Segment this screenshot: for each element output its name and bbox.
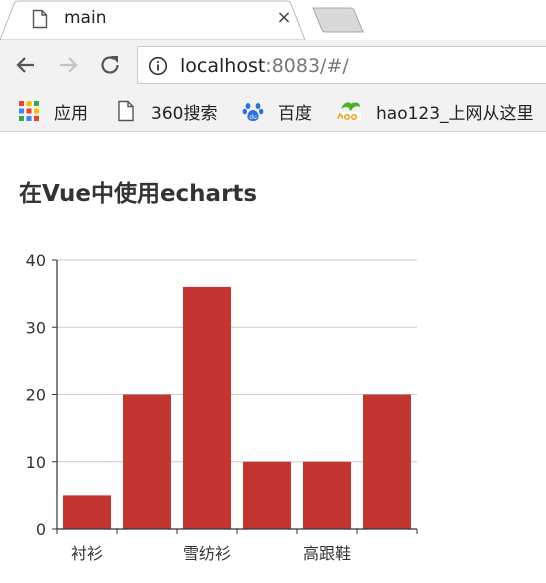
page-icon — [32, 9, 48, 29]
apps-grid-icon — [19, 101, 39, 121]
bookmark-label: 360搜索 — [151, 103, 218, 124]
bookmark-360-search[interactable]: 360搜索 — [115, 90, 217, 132]
page-icon — [118, 100, 134, 122]
new-tab-button[interactable] — [312, 7, 364, 33]
back-arrow-icon[interactable] — [14, 53, 38, 77]
bar-1 — [123, 394, 171, 529]
svg-text:du: du — [249, 114, 257, 121]
tab-strip: main × — [0, 0, 546, 40]
url-host: localhost — [180, 55, 266, 77]
bookmark-label: 应用 — [54, 103, 88, 124]
bookmarks-bar: 应用 360搜索 du 百度 hao123_上网从这里 — [0, 90, 546, 132]
bookmark-baidu[interactable]: du 百度 — [242, 90, 312, 132]
toolbar: localhost:8083/#/ — [0, 40, 546, 90]
y-tick-label: 20 — [26, 386, 46, 405]
forward-arrow-icon[interactable] — [56, 53, 80, 77]
y-tick-label: 30 — [26, 318, 46, 337]
reload-icon[interactable] — [98, 53, 122, 77]
bookmark-apps[interactable]: 应用 — [18, 90, 88, 132]
tab-title: main — [64, 8, 107, 28]
bar-5 — [363, 394, 411, 529]
baidu-paw-icon: du — [242, 103, 264, 121]
url-path: :8083/#/ — [265, 55, 349, 77]
close-icon[interactable]: × — [276, 7, 292, 28]
hao123-logo-icon — [337, 102, 361, 121]
address-bar[interactable]: localhost:8083/#/ — [137, 46, 546, 84]
bar-4 — [303, 461, 351, 529]
tab-main[interactable]: main × — [0, 0, 305, 40]
url-text[interactable]: localhost:8083/#/ — [180, 55, 349, 77]
x-tick-label: 高跟鞋 — [303, 544, 351, 563]
bar-3 — [243, 461, 291, 529]
x-tick-label: 衬衫 — [71, 544, 103, 563]
info-icon[interactable] — [148, 56, 168, 76]
y-tick-label: 10 — [26, 453, 46, 472]
bookmark-label: hao123_上网从这里 — [376, 103, 534, 124]
bar-0 — [63, 495, 111, 529]
y-tick-label: 40 — [26, 251, 46, 270]
page-title: 在Vue中使用echarts — [19, 181, 258, 207]
y-tick-label: 0 — [36, 520, 46, 539]
x-tick-label: 雪纺衫 — [183, 544, 231, 563]
tab-shape — [0, 0, 305, 40]
bookmark-hao123[interactable]: hao123_上网从这里 — [336, 90, 534, 132]
bar-2 — [183, 286, 231, 529]
bookmark-label: 百度 — [278, 103, 312, 124]
bar-chart: 0 10 20 30 40 衬衫 雪纺衫 高跟鞋 — [26, 251, 418, 563]
